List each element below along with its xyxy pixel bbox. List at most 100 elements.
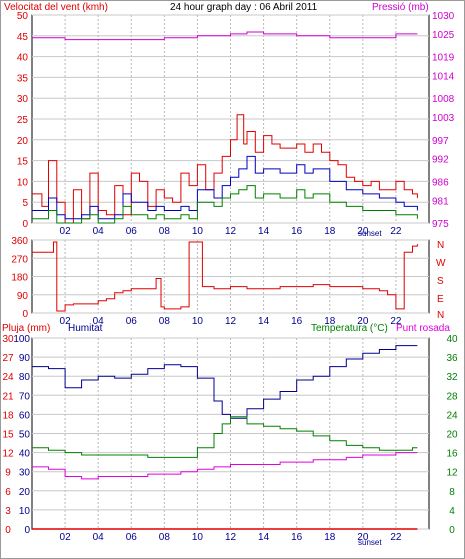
xtick-0-08: 08 <box>159 226 171 237</box>
ytick-wind-10: 10 <box>17 177 29 188</box>
ytick-dir-270: 270 <box>11 254 28 265</box>
xtick-2-10: 10 <box>192 532 204 543</box>
ytick-rain-18: 18 <box>2 410 14 421</box>
series-wind-green <box>32 185 418 224</box>
ytick-pressure-1014: 1014 <box>432 72 455 83</box>
ytick-rain-27: 27 <box>2 353 14 364</box>
series-pressure <box>32 31 418 41</box>
ytick-rain-30: 30 <box>2 334 14 345</box>
ytick-humidity-60: 60 <box>19 410 31 421</box>
ytick-temp-40: 40 <box>446 334 458 345</box>
ytick-temp-12: 12 <box>446 468 458 479</box>
ytick-humidity-90: 90 <box>19 353 31 364</box>
temperature-label: Temperatura (°C) <box>311 323 388 334</box>
xtick-1-20: 20 <box>357 316 369 327</box>
xtick-2-02: 02 <box>60 532 72 543</box>
xtick-1-22: 22 <box>390 316 402 327</box>
ytick-temp-20: 20 <box>446 430 458 441</box>
xtick-1-16: 16 <box>291 316 303 327</box>
pressure-label: Pressió (mb) <box>372 2 429 13</box>
xtick-0-14: 14 <box>258 226 270 237</box>
xtick-1-12: 12 <box>225 316 237 327</box>
series-Punt rosada <box>32 452 418 480</box>
ytick-pressure-992: 992 <box>432 155 449 166</box>
sunset-label-top: sunset <box>358 229 382 238</box>
ytick-humidity-80: 80 <box>19 372 31 383</box>
compass-e: E <box>437 294 444 305</box>
graph-title: 24 hour graph day : 06 Abril 2011 <box>170 2 318 13</box>
ytick-pressure-1008: 1008 <box>432 94 455 105</box>
sunset-label-bottom: sunset <box>358 538 382 547</box>
compass-n-top: N <box>437 240 444 251</box>
ytick-temp-16: 16 <box>446 449 458 460</box>
xtick-0-12: 12 <box>225 226 237 237</box>
xtick-0-10: 10 <box>192 226 204 237</box>
xtick-2-22: 22 <box>390 532 402 543</box>
xtick-2-06: 06 <box>126 532 138 543</box>
xtick-0-16: 16 <box>291 226 303 237</box>
xtick-0-22: 22 <box>390 226 402 237</box>
ytick-pressure-986: 986 <box>432 177 449 188</box>
ytick-rain-15: 15 <box>2 430 14 441</box>
ytick-pressure-997: 997 <box>432 136 449 147</box>
compass-w: W <box>436 258 446 269</box>
ytick-pressure-1025: 1025 <box>432 30 455 41</box>
ytick-humidity-100: 100 <box>13 334 30 345</box>
xtick-0-20: 20 <box>357 226 369 237</box>
ytick-temp-28: 28 <box>446 391 458 402</box>
xtick-0-04: 04 <box>93 226 105 237</box>
ytick-rain-12: 12 <box>2 449 14 460</box>
ytick-rain-24: 24 <box>2 372 14 383</box>
wind-label: Velocitat del vent (kmh) <box>4 2 108 13</box>
compass-s: S <box>437 276 444 287</box>
series-direction <box>32 241 418 312</box>
ytick-wind-40: 40 <box>17 53 29 64</box>
ytick-rain-6: 6 <box>5 487 11 498</box>
ytick-wind-45: 45 <box>17 32 29 43</box>
xtick-2-20: 20 <box>357 532 369 543</box>
ytick-rain-9: 9 <box>5 468 11 479</box>
xtick-1-06: 06 <box>126 316 138 327</box>
ytick-wind-20: 20 <box>17 136 29 147</box>
xtick-0-18: 18 <box>324 226 336 237</box>
ytick-rain-3: 3 <box>5 506 11 517</box>
ytick-pressure-981: 981 <box>432 196 449 207</box>
ytick-humidity-50: 50 <box>19 430 31 441</box>
series-temperature <box>32 416 418 458</box>
series-average <box>32 155 418 220</box>
ytick-wind-25: 25 <box>17 115 29 126</box>
xtick-0-02: 02 <box>60 226 72 237</box>
ytick-humidity-70: 70 <box>19 391 31 402</box>
ytick-pressure-975: 975 <box>432 219 449 230</box>
xtick-2-08: 08 <box>159 532 171 543</box>
ytick-wind-35: 35 <box>17 73 29 84</box>
series-lines <box>32 31 418 530</box>
xtick-2-12: 12 <box>225 532 237 543</box>
ytick-wind-15: 15 <box>17 157 29 168</box>
ytick-wind-50: 50 <box>17 11 29 22</box>
ytick-dir-180: 180 <box>11 273 28 284</box>
ytick-temp-36: 36 <box>446 353 458 364</box>
xtick-1-18: 18 <box>324 316 336 327</box>
xtick-2-04: 04 <box>93 532 105 543</box>
ytick-rain-21: 21 <box>2 391 14 402</box>
ytick-humidity-0: 0 <box>24 525 30 536</box>
ytick-wind-0: 0 <box>22 219 28 230</box>
ytick-humidity-30: 30 <box>19 468 31 479</box>
ytick-pressure-1003: 1003 <box>432 113 455 124</box>
ytick-wind-30: 30 <box>17 94 29 105</box>
humidity-label: Humitat <box>68 323 103 334</box>
xtick-1-08: 08 <box>159 316 171 327</box>
ytick-temp-24: 24 <box>446 410 458 421</box>
ytick-temp-0: 0 <box>449 525 455 536</box>
ytick-temp-8: 8 <box>449 487 455 498</box>
xtick-2-16: 16 <box>291 532 303 543</box>
ytick-humidity-40: 40 <box>19 449 31 460</box>
ytick-rain-0: 0 <box>5 525 11 536</box>
xtick-2-14: 14 <box>258 532 270 543</box>
ytick-temp-4: 4 <box>449 506 455 517</box>
series-humidity <box>32 345 418 419</box>
